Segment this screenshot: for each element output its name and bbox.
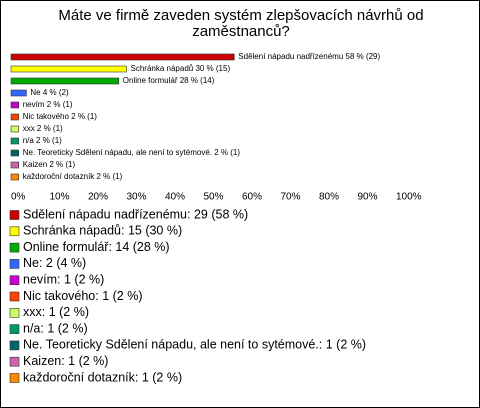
x-tick-label: 30% (127, 192, 147, 203)
x-tick-label: 100% (396, 192, 422, 203)
x-tick-label: 40% (165, 192, 185, 203)
bar (10, 77, 120, 85)
legend-swatch (9, 275, 20, 286)
data-label: n/a 2 % (1) (23, 136, 62, 145)
x-tick-label: 90% (358, 192, 378, 203)
legend-swatch (9, 307, 20, 318)
legend-swatch (9, 291, 20, 302)
data-label: xxx 2 % (1) (23, 124, 63, 133)
bar (10, 149, 19, 157)
legend-swatch (9, 373, 20, 383)
legend-swatch (9, 226, 20, 237)
bar (10, 89, 27, 97)
data-label: Ne 4 % (2) (30, 88, 69, 97)
legend-label: nevím: 1 (2 %) (23, 272, 104, 286)
data-label: Online formulář 28 % (14) (123, 76, 215, 85)
legend-swatch (9, 210, 20, 220)
x-tick-label: 0% (11, 192, 26, 203)
bar (10, 137, 19, 145)
legend-swatch (9, 356, 20, 367)
chart-title: Máte ve firmě zaveden systém zlepšovacíc… (58, 7, 424, 40)
bar (10, 53, 235, 61)
bar (10, 173, 19, 181)
bar (10, 101, 19, 109)
x-tick-label: 50% (204, 192, 224, 203)
data-label: Schránka nápadů 30 % (15) (131, 64, 231, 73)
bar (10, 65, 127, 73)
x-tick-label: 60% (242, 192, 262, 203)
legend-label: Ne: 2 (4 %) (23, 256, 86, 270)
data-label: Sdělení nápadu nadřízenému 58 % (29) (238, 52, 380, 61)
legend-swatch (9, 324, 20, 334)
data-label: každoroční dotazník 2 % (1) (23, 172, 123, 181)
legend-label: Kaizen: 1 (2 %) (23, 354, 108, 368)
legend-label: Ne. Teoreticky Sdělení nápadu, ale není … (23, 338, 366, 352)
x-tick-label: 10% (50, 192, 70, 203)
legend-swatch (9, 242, 20, 253)
data-label: Nic takového 2 % (1) (23, 112, 98, 121)
data-label: Kaizen 2 % (1) (23, 160, 76, 169)
legend-label: Nic takového: 1 (2 %) (23, 289, 143, 303)
data-label: Ne. Teoreticky Sdělení nápadu, ale není … (23, 148, 241, 157)
legend-label: Schránka nápadů: 15 (30 %) (23, 224, 182, 238)
bar (10, 113, 19, 121)
bar (10, 125, 19, 133)
x-tick-label: 70% (281, 192, 301, 203)
bar (10, 161, 19, 169)
data-label: nevím 2 % (1) (23, 100, 73, 109)
legend-swatch (9, 340, 20, 351)
legend-label: n/a: 1 (2 %) (23, 321, 88, 335)
legend-swatch (9, 259, 20, 269)
legend-label: každoroční dotazník: 1 (2 %) (23, 370, 182, 384)
legend-label: Online formulář: 14 (28 %) (23, 240, 170, 254)
x-tick-label: 80% (319, 192, 339, 203)
legend-label: xxx: 1 (2 %) (23, 305, 89, 319)
legend-label: Sdělení nápadu nadřízenému: 29 (58 %) (23, 207, 248, 221)
x-tick-label: 20% (88, 192, 108, 203)
